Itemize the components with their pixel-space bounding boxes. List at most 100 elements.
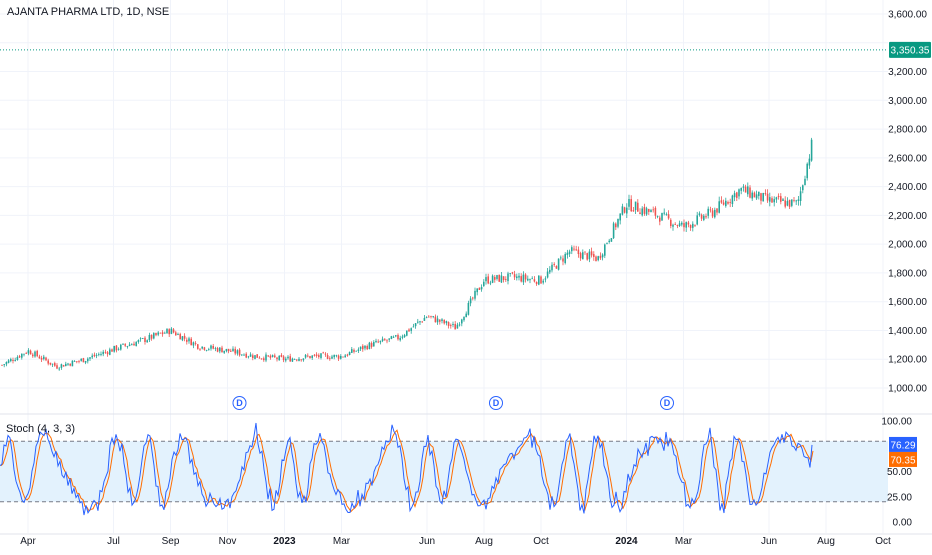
candle-body bbox=[29, 350, 32, 355]
candle-body bbox=[467, 302, 470, 315]
candle-body bbox=[309, 356, 311, 359]
stoch-k-line bbox=[0, 422, 813, 516]
candle-body bbox=[45, 357, 47, 361]
candle-body bbox=[456, 324, 459, 329]
candle-body bbox=[269, 355, 272, 358]
candle-body bbox=[678, 223, 681, 226]
candle-body bbox=[27, 350, 30, 354]
candle-body bbox=[135, 342, 137, 346]
candle-body bbox=[82, 358, 85, 363]
candle-body bbox=[802, 185, 804, 191]
candle-body bbox=[784, 200, 786, 207]
candle-body bbox=[333, 354, 335, 358]
candle-body bbox=[487, 276, 489, 284]
candle-body bbox=[208, 349, 210, 350]
candle-body bbox=[590, 251, 593, 256]
candle-body bbox=[201, 346, 203, 349]
candle-body bbox=[421, 321, 423, 323]
candle-body bbox=[115, 345, 118, 351]
candle-body bbox=[399, 337, 401, 341]
candle-body bbox=[25, 353, 27, 354]
candle-body bbox=[608, 240, 610, 242]
stoch-indicator-title[interactable]: Stoch (4, 3, 3) bbox=[6, 423, 76, 435]
candle-body bbox=[656, 216, 659, 217]
candle-body bbox=[711, 210, 714, 217]
dividend-marker[interactable] bbox=[489, 396, 503, 410]
candle-body bbox=[707, 208, 709, 216]
candle-body bbox=[659, 217, 661, 222]
candle-body bbox=[21, 353, 23, 358]
candle-body bbox=[322, 352, 324, 354]
stoch-axis-tick: 0.00 bbox=[893, 518, 913, 529]
candle-body bbox=[89, 357, 91, 359]
candle-body bbox=[544, 278, 547, 280]
candle-body bbox=[476, 288, 478, 293]
candle-body bbox=[588, 251, 591, 260]
candle-body bbox=[566, 252, 569, 255]
dividend-marker-label: D bbox=[664, 398, 671, 408]
candle-body bbox=[615, 223, 617, 228]
candle-body bbox=[126, 346, 129, 347]
candle-body bbox=[469, 298, 472, 304]
candle-body bbox=[131, 344, 133, 346]
candle-body bbox=[579, 253, 582, 259]
dividend-marker[interactable] bbox=[232, 396, 247, 410]
candle-body bbox=[716, 208, 718, 213]
candle-body bbox=[639, 212, 641, 215]
candle-body bbox=[538, 275, 540, 285]
candle-body bbox=[172, 329, 175, 333]
candle-body bbox=[388, 338, 390, 340]
candle-body bbox=[689, 225, 692, 228]
candle-body bbox=[227, 348, 230, 352]
candle-body bbox=[773, 199, 775, 203]
candle-body bbox=[175, 332, 177, 336]
candle-body bbox=[432, 316, 434, 317]
candle-body bbox=[5, 362, 8, 365]
candle-body bbox=[463, 316, 465, 321]
candle-body bbox=[359, 346, 362, 350]
candle-body bbox=[84, 360, 87, 363]
candle-body bbox=[498, 274, 500, 282]
candle-body bbox=[192, 342, 195, 346]
candle-body bbox=[560, 257, 562, 259]
candle-body bbox=[749, 187, 751, 198]
candle-body bbox=[109, 349, 111, 355]
candle-body bbox=[188, 338, 190, 342]
stoch-d-label: 70.35 bbox=[890, 455, 915, 466]
dividend-marker[interactable] bbox=[660, 396, 674, 410]
candle-body bbox=[49, 362, 52, 365]
candle-body bbox=[263, 358, 265, 361]
candle-body bbox=[34, 351, 36, 357]
candle-body bbox=[120, 344, 122, 350]
price-axis-tick: 2,400.00 bbox=[888, 182, 927, 193]
candle-body bbox=[293, 359, 296, 360]
candle-body bbox=[698, 213, 701, 215]
candle-body bbox=[755, 194, 758, 199]
candle-body bbox=[234, 348, 236, 354]
candle-body bbox=[47, 360, 49, 364]
candle-body bbox=[58, 368, 60, 370]
candle-body bbox=[601, 254, 604, 258]
time-axis-tick: Aug bbox=[817, 536, 835, 547]
candle-body bbox=[494, 277, 496, 280]
candle-body bbox=[71, 360, 74, 367]
candle-body bbox=[722, 202, 725, 205]
candle-body bbox=[549, 269, 551, 273]
time-axis-tick: Apr bbox=[20, 536, 36, 547]
candle-body bbox=[386, 340, 388, 342]
candle-body bbox=[291, 358, 294, 362]
candle-body bbox=[443, 319, 445, 324]
candle-body bbox=[676, 225, 679, 226]
candle-body bbox=[373, 342, 375, 347]
candle-body bbox=[287, 356, 289, 359]
candle-body bbox=[76, 361, 78, 363]
candle-body bbox=[760, 193, 762, 201]
candle-body bbox=[276, 357, 278, 360]
candle-body bbox=[555, 266, 558, 269]
candle-body bbox=[747, 186, 749, 195]
candle-body bbox=[223, 350, 225, 353]
time-axis-tick: Nov bbox=[219, 536, 237, 547]
candle-body bbox=[54, 363, 56, 366]
